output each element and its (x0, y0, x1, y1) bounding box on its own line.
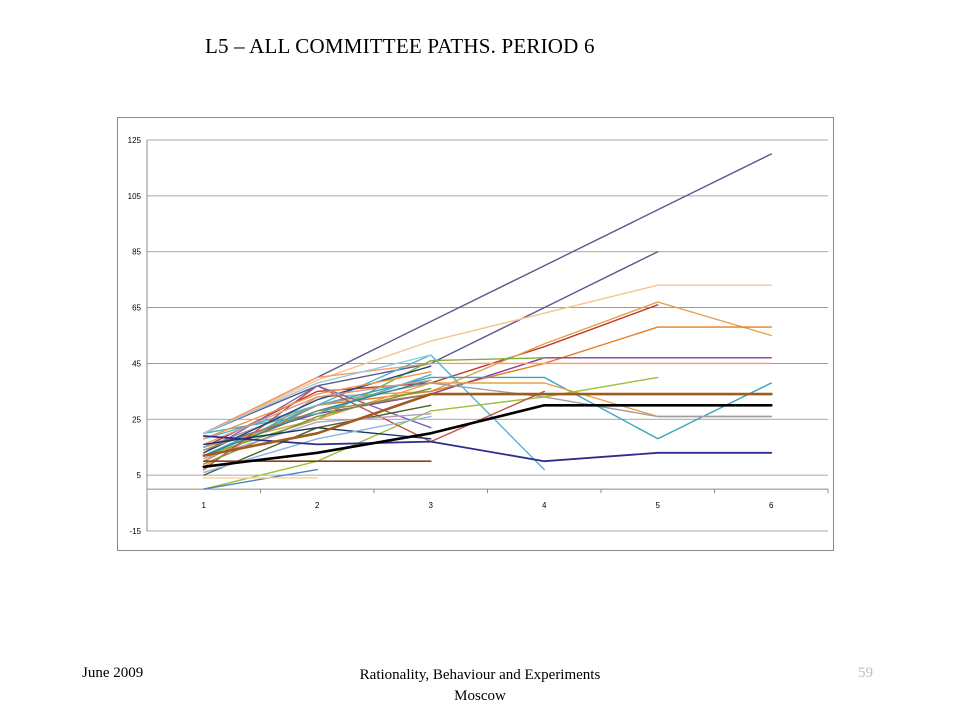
series-line (203, 373, 432, 434)
series-line (203, 393, 432, 451)
y-tick-label: -15 (129, 527, 141, 536)
series-line (203, 376, 659, 490)
axes (146, 140, 829, 531)
x-tick-label: 5 (656, 501, 661, 510)
series-line (203, 468, 319, 490)
series-line (203, 354, 545, 471)
series-line (203, 376, 772, 457)
footer-title: Rationality, Behaviour and Experiments M… (300, 665, 660, 707)
y-tick-label: 125 (128, 136, 142, 145)
page-number: 59 (858, 665, 873, 681)
y-tick-label: 105 (128, 192, 142, 201)
y-tick-labels: 125 105 85 65 45 25 5 -15 (128, 136, 142, 536)
footer-title-line1: Rationality, Behaviour and Experiments (359, 667, 601, 683)
slide-title: L5 – ALL COMMITTEE PATHS. PERIOD 6 (205, 34, 595, 58)
series-line (203, 357, 545, 457)
series-line (203, 284, 772, 434)
x-tick-label: 6 (769, 501, 774, 510)
series-lines (202, 153, 773, 490)
x-tick-label: 3 (429, 501, 434, 510)
y-tick-label: 5 (137, 471, 142, 480)
x-tick-labels: 1 2 3 4 5 6 (202, 501, 775, 510)
series-line (203, 413, 432, 460)
x-tick-label: 4 (542, 501, 547, 510)
series-line (203, 357, 772, 448)
x-tick-label: 1 (202, 501, 207, 510)
y-tick-label: 65 (132, 304, 141, 313)
series-line (203, 371, 432, 440)
y-tick-label: 25 (132, 415, 141, 424)
series-line (203, 382, 772, 448)
series-line (203, 354, 432, 434)
series-line (203, 379, 432, 446)
series-line (203, 385, 432, 454)
series-line (203, 362, 772, 434)
series-line (203, 365, 432, 454)
series-line (202, 403, 773, 469)
footer-title-line2: Moscow (454, 688, 506, 704)
y-tick-label: 45 (132, 359, 141, 368)
series-line (202, 392, 773, 457)
footer-date: June 2009 (82, 665, 144, 681)
x-tick-label: 2 (315, 501, 320, 510)
y-tick-label: 85 (132, 248, 141, 257)
series-line (202, 435, 773, 463)
